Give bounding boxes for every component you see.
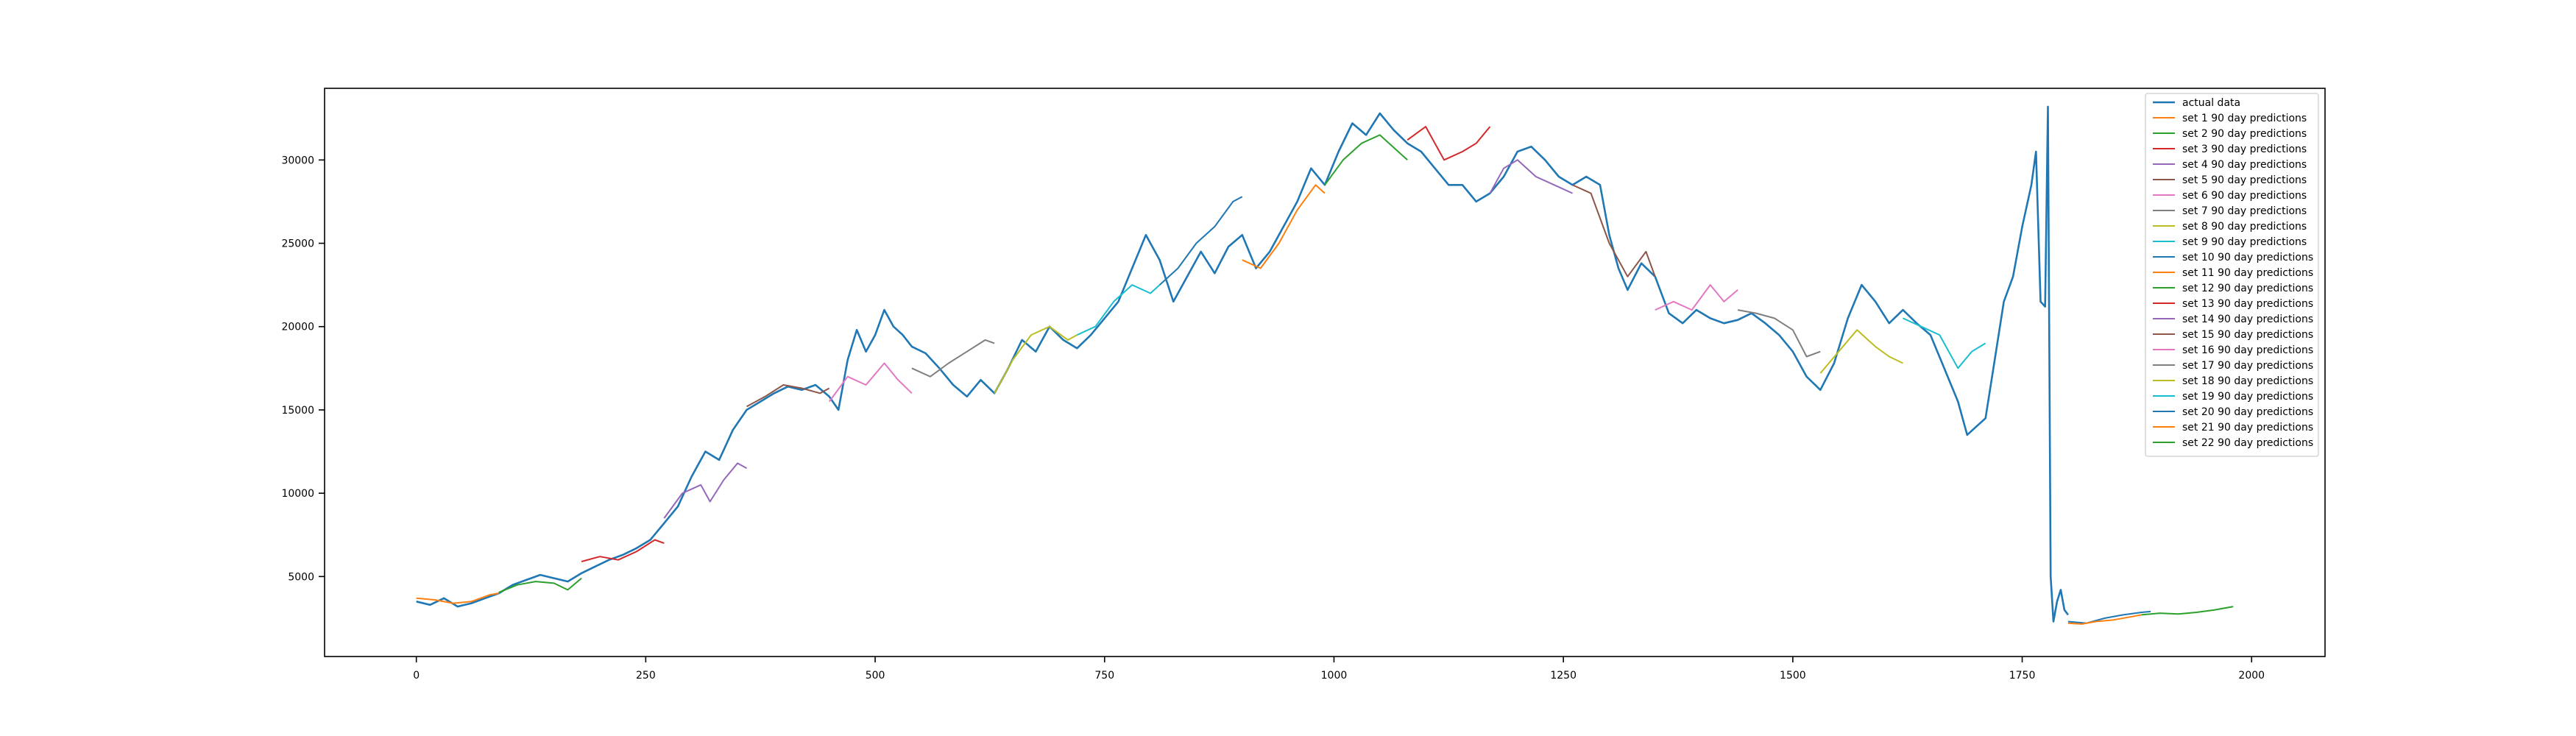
x-tick-label: 0	[413, 670, 420, 682]
legend-label: set 22 90 day predictions	[2182, 437, 2313, 449]
legend-label: set 18 90 day predictions	[2182, 375, 2313, 387]
legend-label: set 17 90 day predictions	[2182, 360, 2313, 372]
legend-box	[2145, 93, 2319, 457]
legend-label: set 20 90 day predictions	[2182, 406, 2313, 418]
y-tick-label: 30000	[281, 155, 314, 166]
legend-label: set 21 90 day predictions	[2182, 422, 2313, 434]
x-tick-label: 1250	[1550, 670, 1577, 682]
axes-layer: 0 250 500 750 1000 1250 1500 1750 2000 5000 10000 1…	[281, 88, 2326, 682]
series-line-20	[2067, 610, 2151, 624]
series-line-5	[746, 384, 830, 408]
series-line-14	[1489, 159, 1574, 194]
x-tick-label: 2000	[2238, 670, 2265, 682]
series-line-0	[416, 105, 2069, 623]
legend-label: set 12 90 day predictions	[2182, 283, 2313, 294]
series-line-18	[1819, 329, 1903, 374]
series-line-7	[911, 339, 995, 378]
series-line-6	[828, 362, 913, 403]
legend-label: set 8 90 day predictions	[2182, 221, 2307, 233]
legend-label: set 16 90 day predictions	[2182, 344, 2313, 356]
x-tick-label: 500	[866, 670, 885, 682]
series-line-17	[1737, 309, 1821, 358]
legend-label: set 7 90 day predictions	[2182, 205, 2307, 217]
legend-label: set 14 90 day predictions	[2182, 314, 2313, 325]
series-line-1	[416, 592, 500, 604]
series-line-2	[498, 577, 582, 593]
y-tick-label: 25000	[281, 238, 314, 250]
legend-label: set 6 90 day predictions	[2182, 190, 2307, 202]
series-line-9	[1076, 284, 1161, 336]
y-tick-label: 15000	[281, 405, 314, 417]
series-line-8	[994, 325, 1078, 394]
legend-label: set 3 90 day predictions	[2182, 144, 2307, 155]
legend-label: set 4 90 day predictions	[2182, 159, 2307, 171]
series-line-10	[1158, 196, 1243, 286]
series-line-3	[581, 539, 665, 562]
legend-label: set 11 90 day predictions	[2182, 267, 2313, 279]
series-layer	[416, 105, 2234, 625]
legend-label: set 10 90 day predictions	[2182, 252, 2313, 263]
legend-label: set 5 90 day predictions	[2182, 174, 2307, 186]
y-tick-label: 20000	[281, 322, 314, 333]
plot-frame	[324, 88, 2326, 657]
legend-label: set 1 90 day predictions	[2182, 113, 2307, 124]
series-line-13	[1406, 126, 1491, 161]
legend-label: set 19 90 day predictions	[2182, 391, 2313, 403]
x-tick-label: 1000	[1321, 670, 1348, 682]
x-tick-label: 1750	[2009, 670, 2036, 682]
legend-label: set 13 90 day predictions	[2182, 298, 2313, 310]
series-line-16	[1655, 284, 1738, 311]
legend-label: set 9 90 day predictions	[2182, 236, 2307, 248]
series-line-21	[2067, 614, 2142, 625]
y-tick-label: 10000	[281, 488, 314, 500]
x-tick-label: 1500	[1780, 670, 1806, 682]
legend-label: set 2 90 day predictions	[2182, 128, 2307, 140]
series-line-15	[1572, 184, 1656, 277]
legend: actual data set 1 90 day predictions set 2…	[2145, 93, 2319, 457]
y-tick-label: 5000	[288, 571, 314, 583]
series-line-19	[1903, 317, 1986, 369]
x-tick-label: 250	[636, 670, 656, 682]
x-tick-label: 750	[1094, 670, 1114, 682]
legend-label: set 15 90 day predictions	[2182, 329, 2313, 341]
series-line-12	[1324, 134, 1408, 185]
series-line-11	[1242, 184, 1326, 269]
series-line-22	[2141, 606, 2234, 616]
legend-label: actual data	[2182, 97, 2240, 109]
series-line-4	[663, 462, 747, 519]
